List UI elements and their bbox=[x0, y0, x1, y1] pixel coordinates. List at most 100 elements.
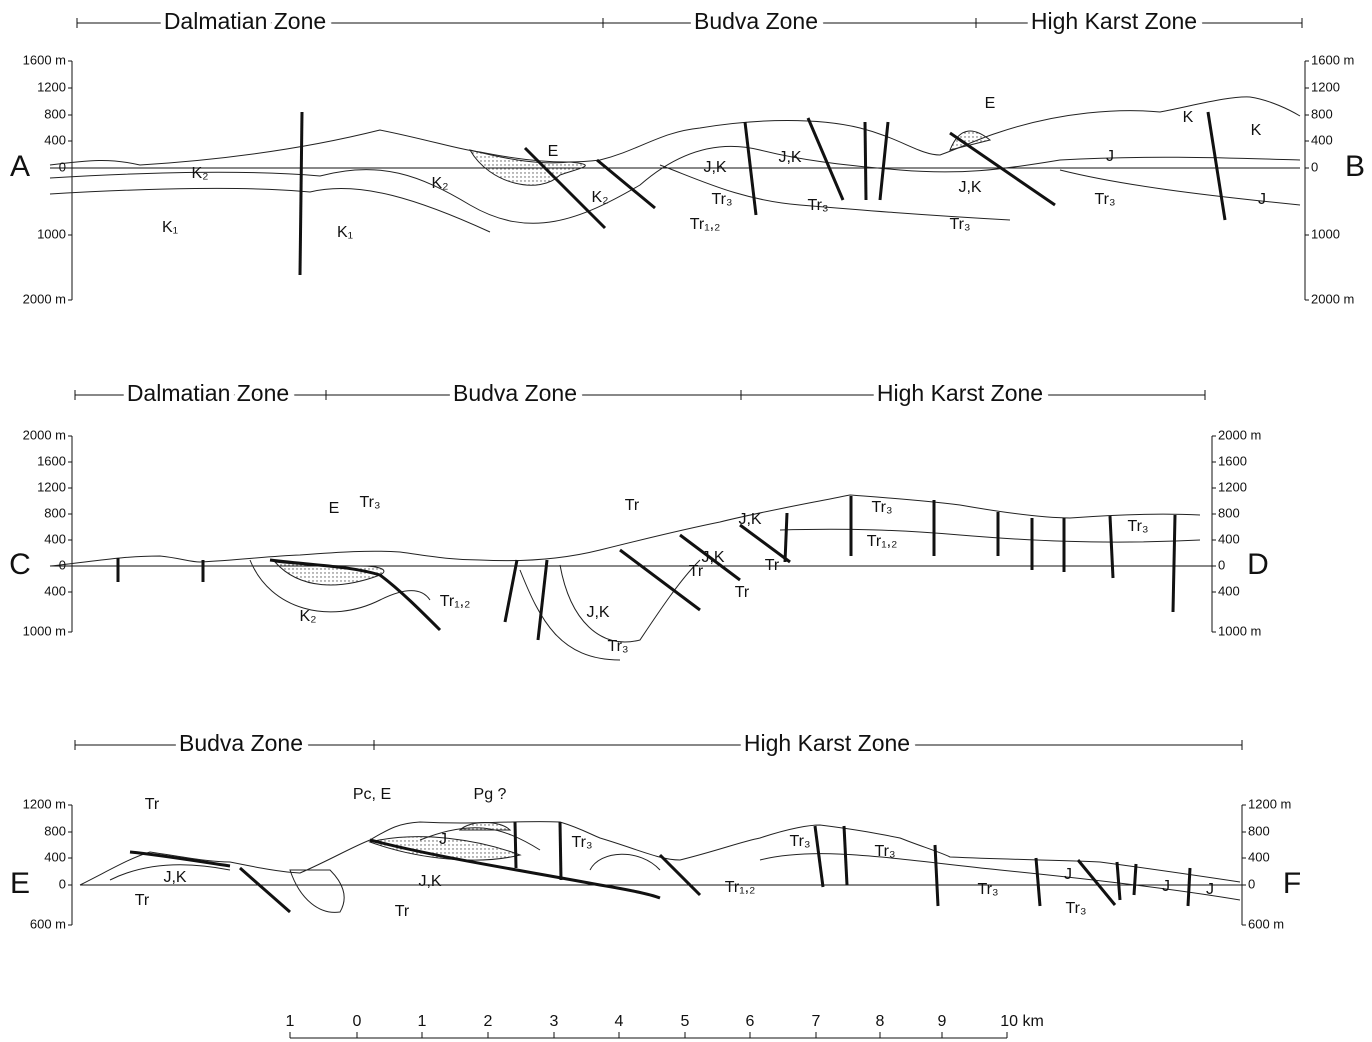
unit-label: Tr₃ bbox=[359, 494, 380, 511]
scale-label: 3 bbox=[550, 1013, 559, 1030]
unit-label: K₁ bbox=[162, 219, 178, 236]
unit-label: J,K bbox=[703, 159, 726, 176]
unit-label: J bbox=[1106, 148, 1114, 165]
scale-bar bbox=[290, 1032, 1007, 1038]
zone-label: Budva Zone bbox=[179, 730, 303, 756]
unit-label: E bbox=[548, 143, 559, 160]
left-axis-label: 400 bbox=[44, 132, 66, 147]
unit-label: E bbox=[329, 500, 340, 517]
unit-label: J bbox=[1206, 881, 1214, 898]
unit-label: K₂ bbox=[592, 189, 609, 206]
unit-label: Tr₃ bbox=[571, 834, 592, 851]
unit-label: J,K bbox=[701, 549, 724, 566]
right-axis-label: 1200 bbox=[1218, 479, 1247, 494]
unit-label: Tr₃ bbox=[1065, 900, 1086, 917]
unit-label: Tr₃ bbox=[977, 881, 998, 898]
unit-label: J,K bbox=[738, 511, 761, 528]
scale-label: 10 km bbox=[1000, 1013, 1044, 1030]
axes bbox=[72, 61, 1305, 925]
unit-label: K bbox=[1183, 109, 1194, 126]
left-axis-label: 800 bbox=[44, 823, 66, 838]
unit-label: J,K bbox=[958, 179, 981, 196]
unit-label: J,K bbox=[418, 873, 441, 890]
scale-label: 1 bbox=[418, 1013, 427, 1030]
zone-label: Budva Zone bbox=[453, 380, 577, 406]
unit-label: Tr₃ bbox=[1094, 191, 1115, 208]
right-axis-label: 800 bbox=[1218, 505, 1240, 520]
right-axis-label: 400 bbox=[1311, 132, 1333, 147]
unit-label: J,K bbox=[586, 604, 609, 621]
right-axis-label: 400 bbox=[1218, 531, 1240, 546]
unit-label: Tr bbox=[689, 563, 704, 580]
scale-label: 6 bbox=[746, 1013, 755, 1030]
unit-label: Tr₁,₂ bbox=[690, 216, 721, 233]
right-axis-label: 2000 m bbox=[1311, 291, 1354, 306]
unit-label: Tr bbox=[135, 892, 150, 909]
unit-label: Tr bbox=[625, 497, 640, 514]
scale-label: 2 bbox=[484, 1013, 493, 1030]
unit-label: Tr bbox=[395, 903, 410, 920]
right-axis-label: 800 bbox=[1311, 106, 1333, 121]
unit-label: K₂ bbox=[300, 608, 317, 625]
unit-label: Tr bbox=[765, 557, 780, 574]
zone-label: High Karst Zone bbox=[744, 730, 910, 756]
left-axis-label: 0 bbox=[59, 876, 66, 891]
section-end-label: A bbox=[10, 150, 30, 183]
cross-sections: Dalmatian Zone Budva Zone High Karst Zone 1… bbox=[0, 0, 1372, 1042]
left-axis-label: 1200 m bbox=[23, 796, 66, 811]
scale-label: 5 bbox=[681, 1013, 690, 1030]
unit-label: Tr₁,₂ bbox=[725, 879, 756, 896]
left-axis-label: 1600 m bbox=[23, 52, 66, 67]
right-axis-label: 1600 m bbox=[1311, 52, 1354, 67]
left-axis-label: 400 bbox=[44, 849, 66, 864]
left-axis-label: 1600 bbox=[37, 453, 66, 468]
right-axis-label: 0 bbox=[1248, 876, 1255, 891]
right-axis-label: 1200 bbox=[1311, 79, 1340, 94]
unit-label: Tr bbox=[145, 796, 160, 813]
scale-label: 4 bbox=[615, 1013, 624, 1030]
unit-label: J,K bbox=[163, 869, 186, 886]
unit-label: K₁ bbox=[337, 224, 353, 241]
right-axis-label: 1000 m bbox=[1218, 623, 1261, 638]
left-axis-label: 400 bbox=[44, 531, 66, 546]
unit-label: Tr₃ bbox=[1127, 518, 1148, 535]
unit-label: J bbox=[1064, 866, 1072, 883]
unit-label: Tr₃ bbox=[711, 191, 732, 208]
left-axis-label: 1000 bbox=[37, 226, 66, 241]
right-axis-label: 1200 m bbox=[1248, 796, 1291, 811]
zone-label: Budva Zone bbox=[694, 8, 818, 34]
unit-label: Tr₃ bbox=[789, 833, 810, 850]
left-axis-label: 600 m bbox=[30, 916, 66, 931]
right-axis-label: 800 bbox=[1248, 823, 1270, 838]
unit-label: Tr₃ bbox=[949, 216, 970, 233]
left-axis-label: 2000 m bbox=[23, 291, 66, 306]
unit-label: K bbox=[1251, 122, 1262, 139]
left-axis-label: 800 bbox=[44, 106, 66, 121]
unit-label: K₂ bbox=[432, 175, 449, 192]
unit-label: Tr₃ bbox=[871, 499, 892, 516]
left-axis-label: 400 bbox=[44, 583, 66, 598]
section-end-label: D bbox=[1247, 548, 1269, 581]
unit-label: J bbox=[1162, 878, 1170, 895]
left-axis-label: 1000 m bbox=[23, 623, 66, 638]
section-end-label: F bbox=[1283, 867, 1301, 900]
scale-label: 7 bbox=[812, 1013, 821, 1030]
zone-label: High Karst Zone bbox=[1031, 8, 1197, 34]
unit-label: J,K bbox=[778, 149, 801, 166]
scale-label: 1 bbox=[286, 1013, 295, 1030]
zone-label: Dalmatian Zone bbox=[127, 380, 289, 406]
unit-label: Tr₁,₂ bbox=[440, 593, 471, 610]
left-axis-label: 1200 bbox=[37, 479, 66, 494]
right-axis-label: 2000 m bbox=[1218, 427, 1261, 442]
unit-label: J bbox=[439, 831, 447, 848]
section-end-label: B bbox=[1345, 150, 1365, 183]
unit-label: Pc, E bbox=[353, 786, 391, 803]
zone-label: High Karst Zone bbox=[877, 380, 1043, 406]
unit-label: Tr₃ bbox=[874, 843, 895, 860]
left-axis-label: 2000 m bbox=[23, 427, 66, 442]
left-axis-label: 1200 bbox=[37, 79, 66, 94]
geology-section-1 bbox=[50, 97, 1300, 275]
scale-label: 9 bbox=[938, 1013, 947, 1030]
unit-label: E bbox=[985, 95, 996, 112]
unit-label: K₂ bbox=[192, 165, 209, 182]
